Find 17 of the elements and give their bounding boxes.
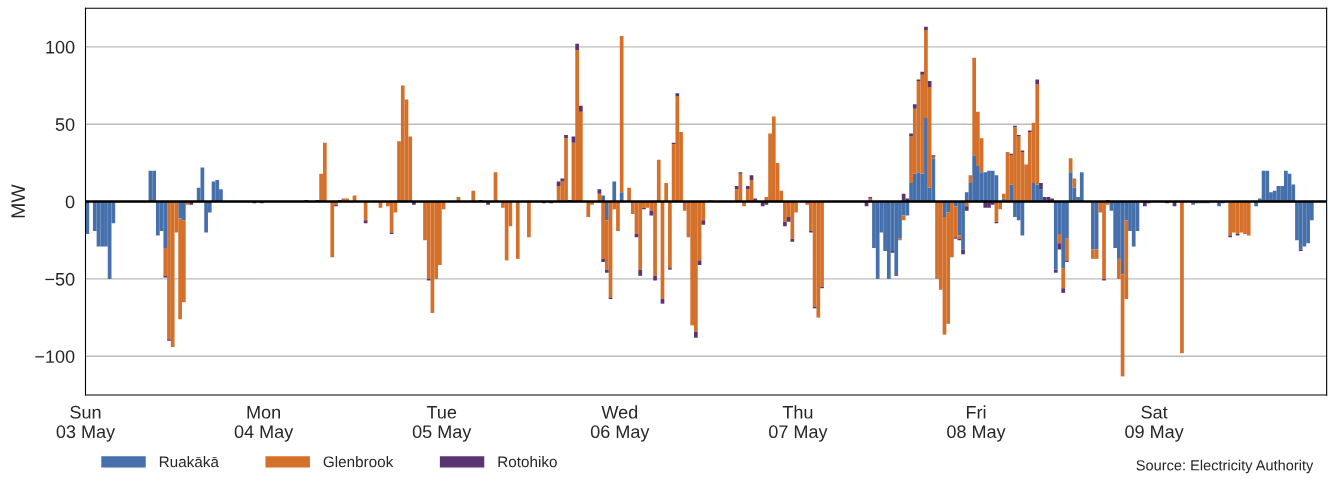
x-tick-label: Fri 08 May — [947, 405, 1006, 442]
legend-label: Rotohiko — [498, 456, 557, 468]
x-tick-label: Mon 04 May — [234, 406, 294, 442]
y-tick-label: 0 — [65, 195, 75, 209]
legend-label: Glenbrook — [323, 456, 394, 468]
y-tick-label: 100 — [46, 40, 75, 54]
x-tick-label: Wed 06 May — [590, 405, 650, 442]
x-tick-label: Tue 05 May — [412, 406, 472, 442]
x-tick-label: Sun 03 May — [56, 405, 116, 442]
x-tick-label: Thu 07 May — [769, 405, 828, 442]
y-tick-label: −100 — [35, 350, 75, 363]
y-axis-title: MW — [11, 184, 25, 218]
y-tick-label: −50 — [45, 272, 75, 286]
x-tick-label: Sat 09 May — [1125, 405, 1184, 442]
legend-label: Ruakākā — [159, 456, 219, 468]
y-tick-label: 50 — [55, 118, 75, 131]
source-note: Source: Electricity Authority — [1136, 459, 1314, 474]
